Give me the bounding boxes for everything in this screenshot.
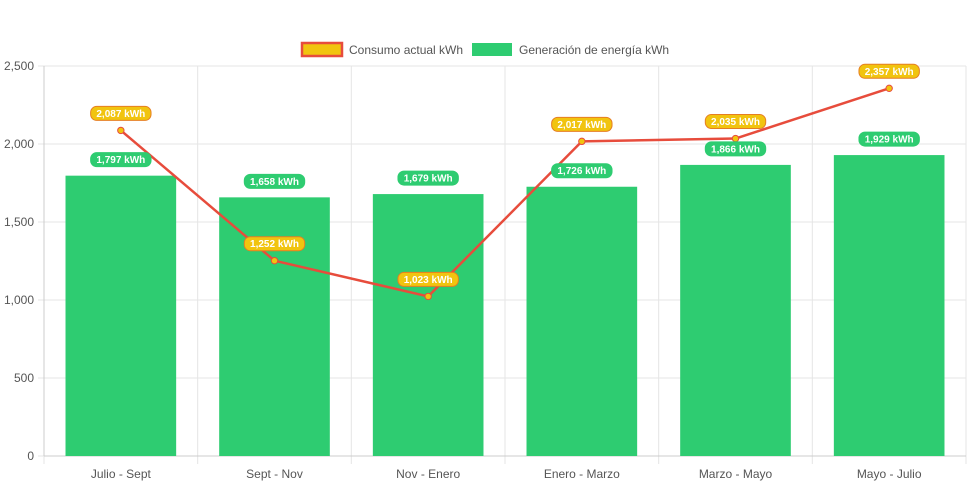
data-label: 2,035 kWh xyxy=(704,114,767,130)
bar[interactable] xyxy=(372,194,484,457)
x-tick-label: Enero - Marzo xyxy=(544,467,620,481)
y-tick-label: 1,500 xyxy=(4,215,34,229)
data-label: 2,357 kWh xyxy=(858,63,920,79)
data-label-background xyxy=(704,141,767,157)
data-label: 1,252 kWh xyxy=(243,236,306,252)
data-label: 1,023 kWh xyxy=(397,271,459,287)
data-label-text: 2,357 kWh xyxy=(865,67,914,78)
line-point[interactable] xyxy=(117,126,125,135)
bar[interactable] xyxy=(219,197,330,457)
bar[interactable] xyxy=(526,186,638,456)
x-tick-label: Marzo - Mayo xyxy=(699,467,773,481)
line-point[interactable] xyxy=(731,134,740,143)
data-label: 1,679 kWh xyxy=(397,170,459,186)
bar[interactable] xyxy=(833,155,945,457)
y-tick-label: 2,000 xyxy=(4,137,34,151)
data-label: 1,658 kWh xyxy=(243,173,306,189)
x-tick-label: Mayo - Julio xyxy=(857,467,922,481)
data-label-background xyxy=(90,152,152,168)
line-point[interactable] xyxy=(578,137,586,146)
data-label-text: 2,035 kWh xyxy=(711,117,760,128)
data-label: 2,087 kWh xyxy=(90,105,152,121)
data-label: 1,797 kWh xyxy=(90,152,152,168)
line-point[interactable] xyxy=(885,84,893,93)
data-label-text: 1,929 kWh xyxy=(865,135,914,146)
grid xyxy=(38,65,967,464)
data-label-background xyxy=(858,63,920,79)
legend-label-generacion[interactable]: Generación de energía kWh xyxy=(519,43,669,57)
legend-swatch-consumo[interactable] xyxy=(300,41,344,58)
data-label-background xyxy=(704,114,767,130)
legend: Consumo actual kWh Generación de energía… xyxy=(300,41,669,58)
data-label-background xyxy=(397,271,459,287)
data-label-text: 2,017 kWh xyxy=(557,120,606,131)
bar[interactable] xyxy=(680,164,791,457)
data-label-text: 1,023 kWh xyxy=(404,275,453,286)
data-label-text: 1,252 kWh xyxy=(250,239,299,250)
data-label: 2,017 kWh xyxy=(551,116,613,132)
data-label-text: 1,658 kWh xyxy=(250,177,299,188)
bar[interactable] xyxy=(65,175,177,456)
data-label-text: 1,866 kWh xyxy=(711,144,760,155)
y-tick-label: 500 xyxy=(14,371,34,385)
data-label-background xyxy=(90,105,152,121)
data-labels: 1,797 kWh 1,658 kWh 1,679 kWh 1,726 kWh 1,86… xyxy=(90,63,920,287)
data-label-background xyxy=(551,163,613,179)
data-label: 1,929 kWh xyxy=(858,131,920,147)
data-label-background xyxy=(551,116,613,132)
y-tick-label: 1,000 xyxy=(4,293,34,307)
data-label-background xyxy=(858,131,920,147)
line-point[interactable] xyxy=(424,292,432,301)
data-label: 1,726 kWh xyxy=(551,163,613,179)
line-point[interactable] xyxy=(270,256,279,265)
y-tick-label: 2,500 xyxy=(4,59,34,73)
data-label-text: 1,679 kWh xyxy=(404,174,453,185)
x-tick-label: Nov - Enero xyxy=(396,467,460,481)
legend-swatch-generacion[interactable] xyxy=(472,43,512,56)
data-label-text: 1,797 kWh xyxy=(96,155,145,166)
data-label: 1,866 kWh xyxy=(704,141,767,157)
y-tick-label: 0 xyxy=(27,449,34,463)
data-label-background xyxy=(397,170,459,186)
legend-label-consumo[interactable]: Consumo actual kWh xyxy=(349,43,463,57)
data-label-background xyxy=(243,236,306,252)
data-label-text: 1,726 kWh xyxy=(557,166,606,177)
x-tick-label: Sept - Nov xyxy=(246,467,303,481)
data-label-text: 2,087 kWh xyxy=(96,109,145,120)
data-label-background xyxy=(243,173,306,189)
x-tick-label: Julio - Sept xyxy=(91,467,152,481)
axes: 0 500 1,000 1,500 2,000 2,500 Julio - Sept Sept… xyxy=(4,59,966,481)
